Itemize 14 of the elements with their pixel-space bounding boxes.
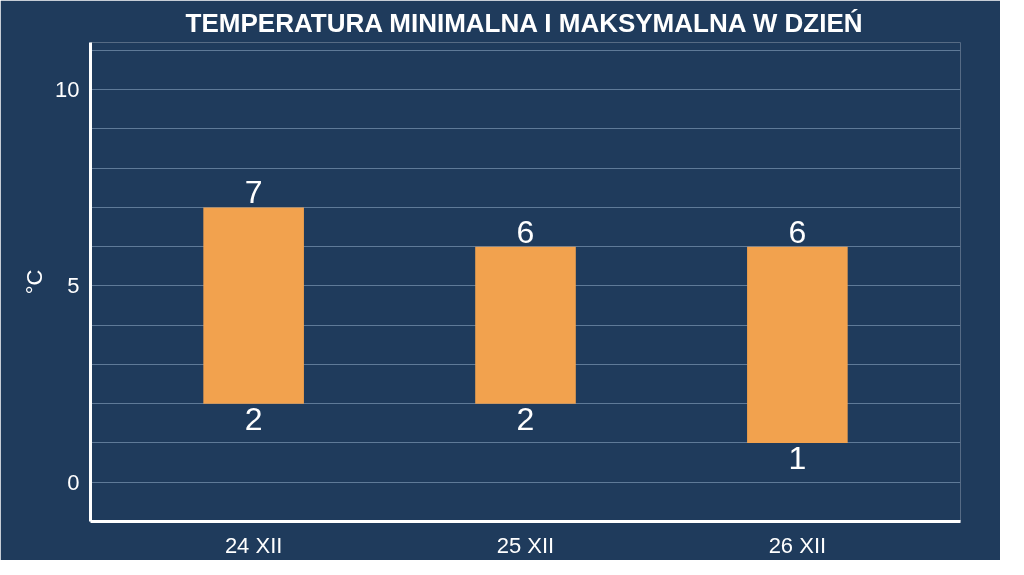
- chart-title: TEMPERATURA MINIMALNA I MAKSYMALNA W DZIEŃ: [185, 7, 863, 38]
- y-tick-label: 0: [67, 469, 80, 495]
- y-tick-label: 5: [67, 273, 80, 299]
- x-tick-label: 26 XII: [768, 532, 827, 558]
- x-tick-label: 25 XII: [496, 532, 555, 558]
- y-axis-title: °C: [22, 269, 48, 295]
- annotation: 2: [516, 400, 535, 437]
- y-tick-label: 10: [55, 77, 80, 103]
- x-tick-label: 24 XII: [224, 532, 283, 558]
- annotation: 6: [516, 213, 535, 250]
- annotation: 6: [788, 213, 807, 250]
- annotation: 7: [244, 174, 263, 211]
- annotation: 1: [788, 439, 807, 476]
- annotation: 2: [244, 400, 263, 437]
